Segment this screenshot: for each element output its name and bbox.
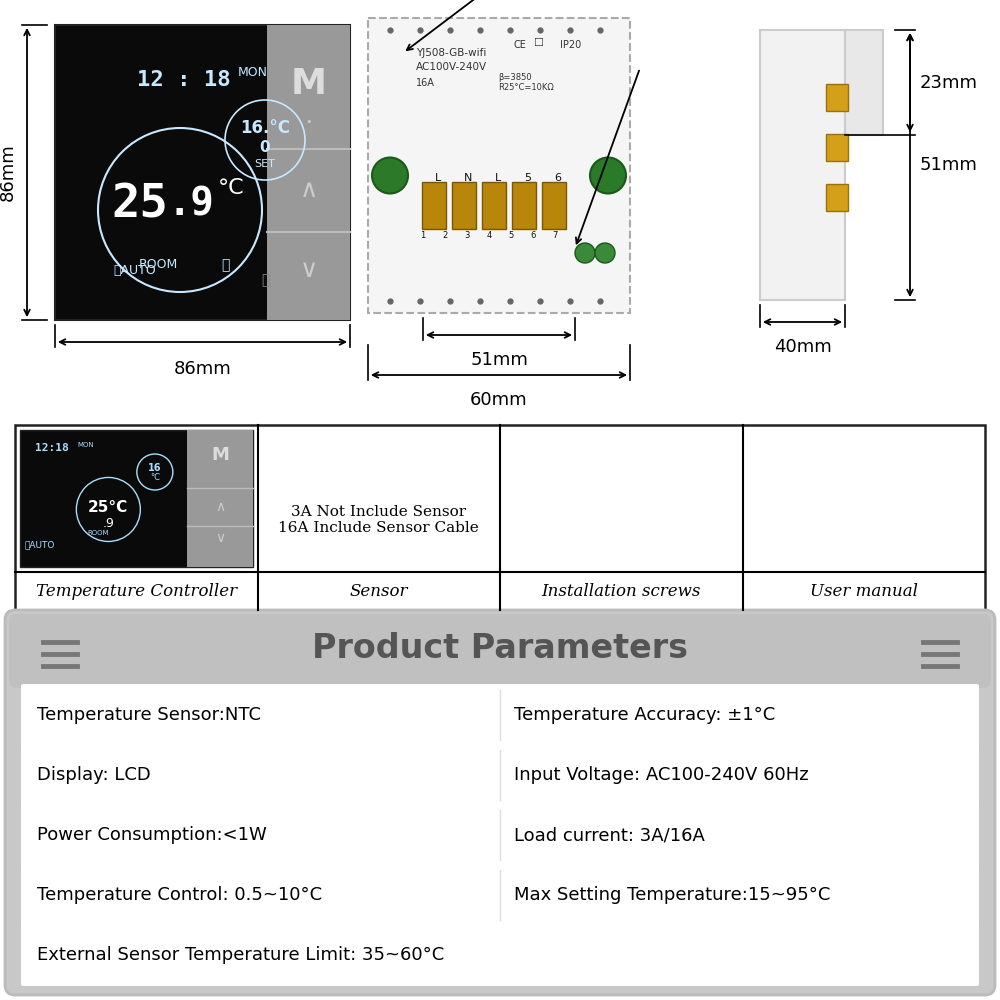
Text: ∨: ∨ (215, 531, 225, 545)
Circle shape (595, 243, 615, 263)
Text: 6: 6 (554, 173, 562, 183)
Text: Power Consumption:<1W: Power Consumption:<1W (37, 826, 267, 844)
Text: 86mm: 86mm (0, 144, 17, 201)
Text: SET: SET (255, 159, 275, 169)
Text: Max Setting Temperature:15~95°C: Max Setting Temperature:15~95°C (514, 886, 830, 904)
Text: 0: 0 (260, 140, 270, 155)
Text: 60mm: 60mm (470, 391, 528, 409)
Text: L: L (495, 173, 501, 183)
Text: L: L (435, 173, 441, 183)
FancyBboxPatch shape (542, 182, 566, 229)
FancyBboxPatch shape (21, 744, 979, 806)
FancyBboxPatch shape (55, 25, 350, 320)
Text: CE: CE (513, 40, 526, 50)
Text: YJ508-GB-wifi: YJ508-GB-wifi (416, 48, 486, 58)
Bar (187, 430, 252, 567)
Text: N: N (464, 173, 472, 183)
Text: ☐: ☐ (533, 38, 543, 48)
Text: 2: 2 (442, 232, 448, 240)
Text: 51mm: 51mm (470, 351, 528, 369)
FancyBboxPatch shape (21, 804, 979, 866)
Text: .9: .9 (102, 517, 114, 530)
Text: 3: 3 (464, 232, 470, 240)
FancyBboxPatch shape (422, 182, 446, 229)
FancyBboxPatch shape (21, 924, 979, 986)
Text: ROOM: ROOM (88, 530, 109, 536)
Text: External Sensor Temperature Limit: 35~60°C: External Sensor Temperature Limit: 35~60… (37, 946, 444, 964)
Text: ⏱AUTO: ⏱AUTO (114, 263, 156, 276)
Text: 5: 5 (524, 173, 532, 183)
Text: R25°C=10KΩ: R25°C=10KΩ (498, 83, 554, 92)
FancyBboxPatch shape (9, 614, 991, 688)
Text: IP20: IP20 (560, 40, 581, 50)
Text: 🔥: 🔥 (221, 258, 229, 272)
Text: 16A: 16A (416, 78, 435, 88)
Text: Sensor: Sensor (350, 582, 408, 599)
Text: 6: 6 (530, 232, 536, 240)
Text: .9: .9 (168, 186, 215, 224)
FancyBboxPatch shape (760, 30, 845, 300)
FancyBboxPatch shape (21, 864, 979, 926)
Text: 4: 4 (486, 232, 492, 240)
Text: M: M (291, 67, 327, 101)
Text: 23mm: 23mm (920, 74, 978, 92)
Text: 7: 7 (552, 232, 558, 240)
Text: AC100V-240V: AC100V-240V (416, 62, 487, 72)
FancyBboxPatch shape (452, 182, 476, 229)
Text: M: M (211, 446, 229, 464)
FancyBboxPatch shape (21, 684, 979, 746)
Text: Installation screws: Installation screws (542, 582, 701, 599)
Text: 5: 5 (508, 232, 514, 240)
Text: Temperature Sensor:NTC: Temperature Sensor:NTC (37, 706, 261, 724)
Circle shape (575, 243, 595, 263)
FancyBboxPatch shape (826, 84, 848, 111)
Text: °C: °C (150, 474, 160, 483)
FancyBboxPatch shape (5, 610, 995, 995)
Text: ⏱AUTO: ⏱AUTO (25, 540, 55, 550)
FancyBboxPatch shape (368, 18, 630, 313)
Text: 86mm: 86mm (174, 360, 231, 378)
Bar (267, 25, 350, 320)
Text: Display: LCD: Display: LCD (37, 766, 151, 784)
FancyBboxPatch shape (826, 184, 848, 211)
Text: 51mm: 51mm (920, 156, 978, 174)
Text: MON: MON (77, 442, 94, 448)
Text: MON: MON (238, 66, 268, 80)
Text: 16: 16 (148, 463, 162, 473)
Text: Product Parameters: Product Parameters (312, 633, 688, 666)
Text: User manual: User manual (810, 582, 918, 599)
FancyBboxPatch shape (826, 134, 848, 161)
Circle shape (372, 157, 408, 194)
Text: 40mm: 40mm (774, 338, 831, 356)
Text: 25°C: 25°C (88, 500, 128, 515)
Text: 16.°C: 16.°C (240, 119, 290, 137)
Text: ∧: ∧ (215, 500, 225, 514)
FancyBboxPatch shape (482, 182, 506, 229)
Text: 12 : 18: 12 : 18 (137, 70, 231, 90)
Text: Temperature Accuracy: ±1°C: Temperature Accuracy: ±1°C (514, 706, 775, 724)
Circle shape (590, 157, 626, 194)
Text: 📷: 📷 (261, 273, 269, 287)
Text: ROOM: ROOM (138, 258, 178, 271)
Text: Input Voltage: AC100-240V 60Hz: Input Voltage: AC100-240V 60Hz (514, 766, 809, 784)
FancyBboxPatch shape (512, 182, 536, 229)
Text: Load current: 3A/16A: Load current: 3A/16A (514, 826, 705, 844)
Text: °C: °C (218, 178, 245, 198)
Text: ∧: ∧ (300, 178, 318, 202)
Text: 12:18: 12:18 (35, 443, 69, 453)
Text: •: • (305, 117, 312, 127)
Text: β=3850: β=3850 (498, 73, 532, 82)
Text: 25: 25 (111, 182, 168, 228)
Text: Temperature Control: 0.5~10°C: Temperature Control: 0.5~10°C (37, 886, 322, 904)
Text: Temperature Controller: Temperature Controller (36, 582, 237, 599)
Bar (15, 425, 985, 610)
Text: 3A Not Include Sensor
16A Include Sensor Cable: 3A Not Include Sensor 16A Include Sensor… (278, 505, 479, 535)
Bar (20, 430, 252, 567)
FancyBboxPatch shape (845, 30, 883, 135)
Text: ∨: ∨ (300, 258, 318, 282)
Text: 1: 1 (420, 232, 426, 240)
